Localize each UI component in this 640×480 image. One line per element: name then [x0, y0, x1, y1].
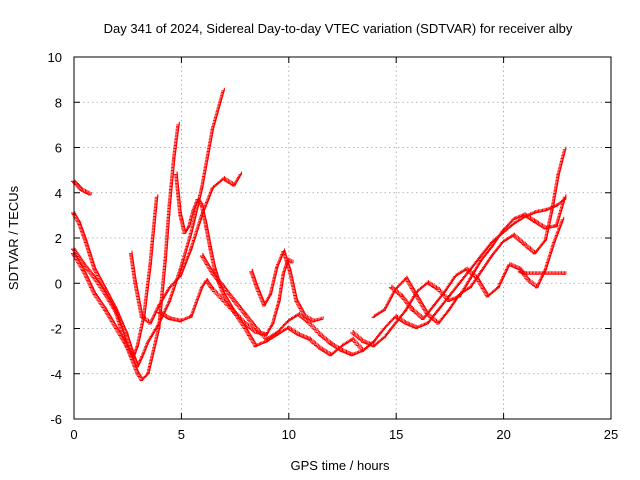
chart-title: Day 341 of 2024, Sidereal Day-to-day VTE…: [104, 21, 573, 36]
data-point: [249, 269, 252, 272]
y-tick-label: -2: [50, 322, 62, 337]
series-trail: [174, 172, 373, 356]
series-trail: [372, 148, 566, 324]
plot-frame: [74, 57, 611, 419]
data-point: [458, 292, 461, 295]
data-point: [350, 330, 353, 333]
y-axis-label: SDTVAR / TECUs: [6, 185, 21, 290]
data-point: [507, 262, 510, 265]
data-point: [176, 122, 179, 125]
y-tick-label: 8: [55, 95, 62, 110]
data-series: [71, 88, 566, 381]
data-point: [372, 314, 375, 317]
data-point: [239, 172, 242, 175]
series-track-2: [71, 88, 224, 367]
data-point: [200, 253, 203, 256]
series-trail: [249, 249, 321, 322]
data-point: [389, 285, 392, 288]
data-point: [155, 194, 158, 197]
grid-lines: [74, 57, 611, 419]
y-tick-label: 6: [55, 141, 62, 156]
data-point: [196, 197, 199, 200]
y-tick-label: -6: [50, 412, 62, 427]
y-tick-label: 0: [55, 276, 62, 291]
series-track-6: [174, 172, 375, 356]
chart: Day 341 of 2024, Sidereal Day-to-day VTE…: [0, 0, 640, 480]
y-tick-label: -4: [50, 367, 62, 382]
y-tick-label: 2: [55, 231, 62, 246]
data-point: [221, 88, 224, 91]
series-track-9: [249, 249, 323, 322]
series-track-4: [71, 194, 158, 358]
data-point: [129, 251, 132, 254]
series-track-11: [372, 147, 566, 324]
x-tick-label: 15: [389, 427, 403, 442]
data-point: [563, 147, 566, 150]
x-tick-label: 5: [178, 427, 185, 442]
x-axis-label: GPS time / hours: [291, 458, 390, 473]
x-tick-label: 0: [70, 427, 77, 442]
data-point: [204, 278, 207, 281]
series-trail: [350, 196, 565, 347]
data-point: [282, 249, 285, 252]
y-tick-label: 10: [48, 50, 62, 65]
data-point: [174, 172, 177, 175]
x-tick-label: 10: [282, 427, 296, 442]
series-track-10: [350, 194, 566, 346]
x-tick-label: 20: [496, 427, 510, 442]
y-tick-label: 4: [55, 186, 62, 201]
axis-ticks: 0 5 10 15 20 25 -6 -4 -2 0 2 4 6 8 10: [48, 50, 619, 442]
data-point: [561, 217, 564, 220]
data-point: [563, 194, 566, 197]
series-trail: [71, 196, 158, 358]
x-tick-label: 25: [604, 427, 618, 442]
series-trail: [71, 89, 224, 367]
data-point: [453, 274, 456, 277]
